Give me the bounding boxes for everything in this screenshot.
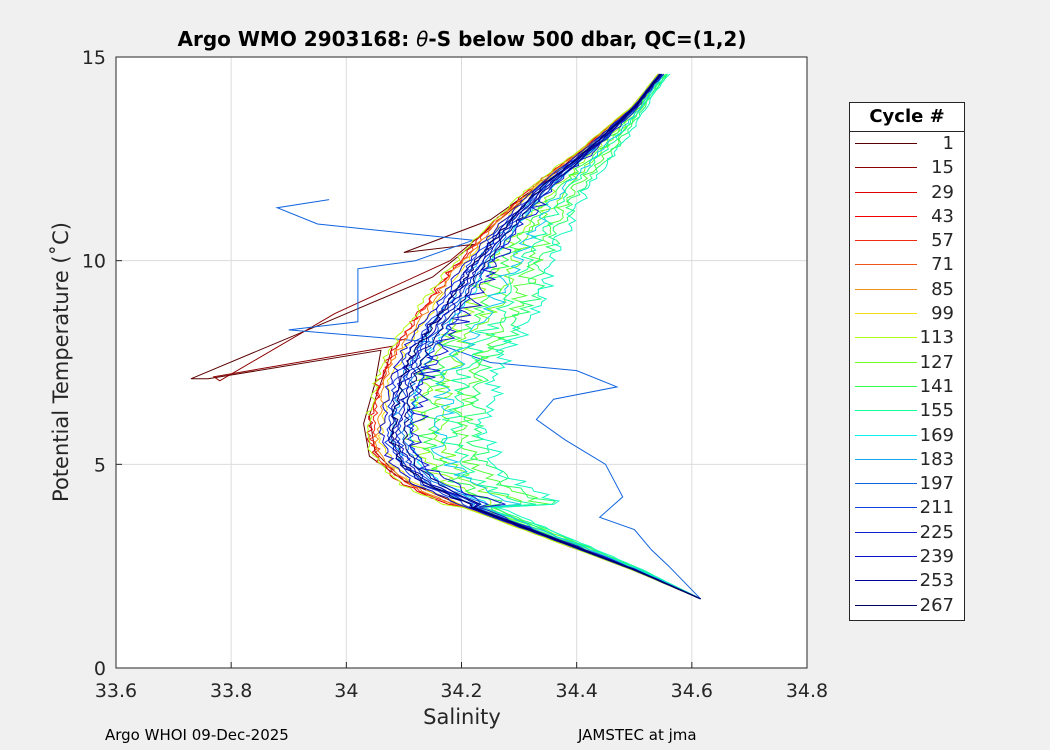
- legend-label: 211: [919, 497, 954, 519]
- legend-label: 1: [942, 133, 954, 154]
- legend-label: 183: [919, 448, 954, 470]
- legend-swatch: [855, 556, 917, 558]
- legend-entry: 15: [850, 156, 964, 180]
- series-cycle-176: [430, 73, 701, 600]
- legend-entry: 43: [850, 205, 964, 229]
- series-cycle-162: [474, 73, 701, 600]
- legend-swatch: [855, 604, 917, 606]
- legend: Cycle # 1 15 29 43 57 71 85 99 113 127 141 155 169 18…: [849, 102, 965, 621]
- series-cycle-267: [389, 73, 701, 600]
- legend-swatch: [855, 288, 917, 290]
- legend-swatch: [855, 531, 917, 533]
- legend-swatch: [855, 434, 917, 436]
- y-tick-label: 10: [82, 251, 106, 273]
- legend-swatch: [855, 483, 917, 485]
- legend-label: 29: [931, 181, 954, 203]
- legend-entry: 85: [850, 278, 964, 302]
- legend-swatch: [855, 361, 917, 363]
- legend-label: 57: [931, 230, 954, 252]
- legend-entry: 183: [850, 448, 964, 472]
- footer-left: Argo WHOI 09-Dec-2025: [105, 726, 289, 744]
- legend-label: 239: [919, 546, 954, 568]
- legend-swatch: [855, 580, 917, 582]
- chart-title: Argo WMO 2903168: θ-S below 500 dbar, QC…: [178, 27, 747, 51]
- legend-entry: 127: [850, 351, 964, 375]
- y-tick-label: 5: [94, 454, 106, 476]
- legend-label: 155: [919, 400, 954, 422]
- legend-entry: 267: [850, 594, 964, 618]
- legend-swatch: [855, 385, 917, 387]
- legend-entry: 253: [850, 569, 964, 593]
- x-tick-label: 34.6: [671, 680, 713, 702]
- legend-entry: 99: [850, 302, 964, 326]
- legend-label: 141: [919, 375, 954, 397]
- legend-entry: 29: [850, 181, 964, 205]
- legend-title: Cycle #: [850, 103, 964, 132]
- x-tick-label: 34.8: [786, 680, 828, 702]
- y-tick-label: 0: [94, 658, 106, 680]
- legend-entry: 225: [850, 521, 964, 545]
- series-cycle-239: [378, 73, 701, 600]
- legend-swatch: [855, 215, 917, 217]
- series-cycle-85: [373, 73, 701, 600]
- y-axis-label: Potential Temperature (˚C): [49, 222, 73, 502]
- series-cycle-197: [275, 199, 701, 600]
- legend-swatch: [855, 240, 917, 242]
- legend-entry: 169: [850, 424, 964, 448]
- legend-label: 267: [919, 594, 954, 616]
- legend-label: 43: [931, 205, 954, 227]
- legend-entry: 211: [850, 496, 964, 520]
- legend-entry: 113: [850, 326, 964, 350]
- legend-entry: 141: [850, 375, 964, 399]
- legend-swatch: [855, 458, 917, 460]
- legend-label: 99: [931, 303, 954, 325]
- x-tick-label: 34.2: [440, 680, 482, 702]
- legend-swatch: [855, 167, 917, 169]
- legend-entry: 71: [850, 253, 964, 277]
- legend-entry: 155: [850, 399, 964, 423]
- x-tick-label: 34: [334, 680, 358, 702]
- legend-label: 85: [931, 278, 954, 300]
- legend-swatch: [855, 264, 917, 266]
- x-tick-label: 34.4: [556, 680, 598, 702]
- legend-entry: 1: [850, 132, 964, 156]
- series-cycle-260: [402, 73, 701, 600]
- legend-label: 197: [919, 473, 954, 495]
- legend-swatch: [855, 143, 917, 144]
- legend-swatch: [855, 337, 917, 339]
- legend-swatch: [855, 410, 917, 412]
- legend-swatch: [855, 313, 917, 315]
- legend-swatch: [855, 507, 917, 509]
- legend-label: 253: [919, 570, 954, 592]
- legend-label: 169: [919, 424, 954, 446]
- legend-swatch: [855, 191, 917, 193]
- legend-label: 113: [919, 327, 954, 349]
- x-tick-label: 33.6: [95, 680, 137, 702]
- series-cycle-148: [463, 73, 701, 600]
- y-tick-label: 15: [82, 47, 106, 69]
- series-cycle-253: [387, 73, 701, 600]
- x-axis-label: Salinity: [423, 705, 501, 729]
- legend-entry: 239: [850, 545, 964, 569]
- series-cycle-113: [365, 73, 701, 600]
- legend-label: 15: [931, 157, 954, 179]
- legend-label: 127: [919, 351, 954, 373]
- ticks: 33.6 33.8 34 34.2 34.4 34.6 34.8 0 5 10 15: [82, 47, 828, 702]
- legend-label: 225: [919, 521, 954, 543]
- legend-entry: 197: [850, 472, 964, 496]
- legend-entry: 57: [850, 229, 964, 253]
- legend-label: 71: [931, 254, 954, 276]
- series-group: [190, 73, 701, 600]
- x-tick-label: 33.8: [210, 680, 252, 702]
- footer-right: JAMSTEC at jma: [578, 726, 697, 744]
